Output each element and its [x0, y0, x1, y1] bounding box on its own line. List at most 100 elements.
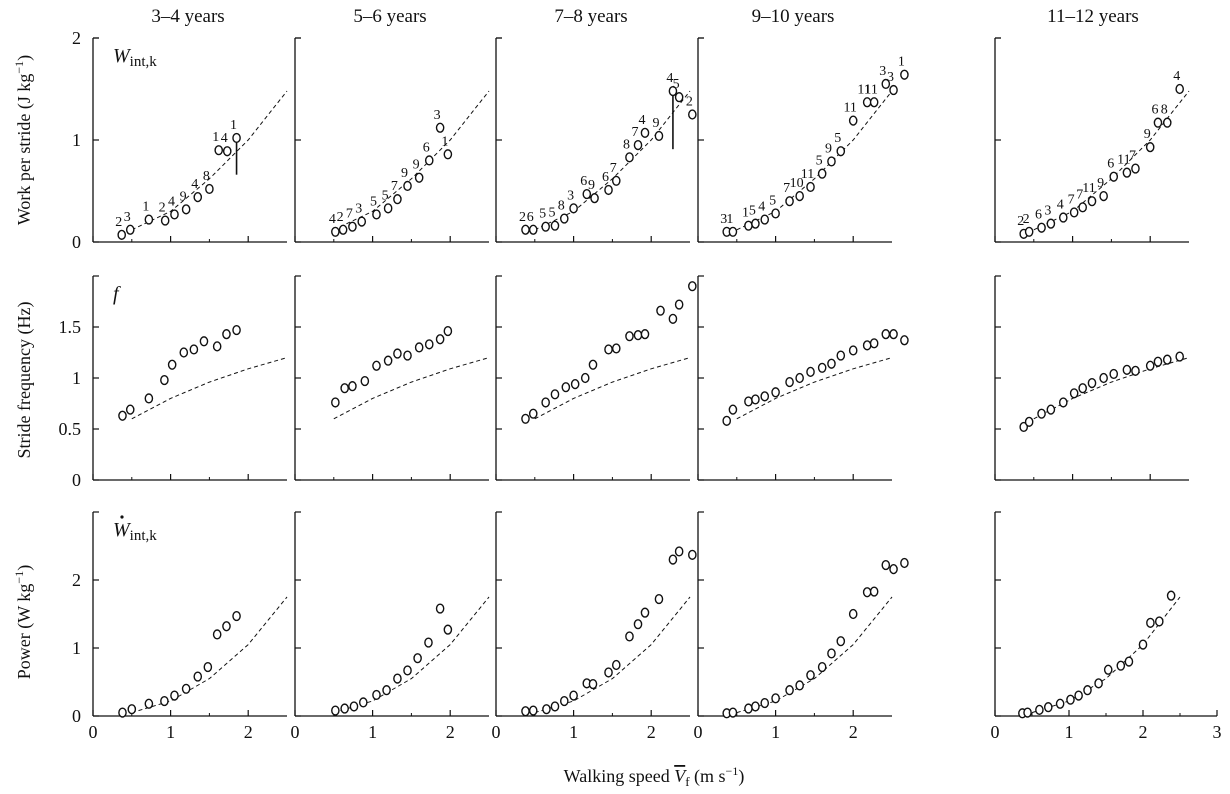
reference-curve — [534, 596, 691, 714]
data-point — [570, 379, 580, 390]
point-label: 7 — [346, 207, 353, 222]
reference-curve — [736, 596, 893, 714]
data-point — [611, 175, 621, 186]
data-point — [212, 341, 222, 352]
data-point — [582, 188, 592, 200]
data-point — [1122, 167, 1132, 178]
data-point — [528, 705, 538, 716]
data-point — [199, 336, 209, 347]
data-point — [795, 191, 804, 202]
point-label: 1 — [142, 200, 149, 215]
point-label: 3 — [720, 212, 727, 227]
data-point — [827, 648, 836, 659]
data-point — [372, 689, 381, 701]
point-label: 2 — [115, 215, 122, 230]
data-point — [170, 209, 179, 220]
point-label: 4 — [168, 194, 175, 209]
data-point — [222, 329, 231, 340]
point-label: 9 — [413, 158, 420, 173]
data-point — [1043, 702, 1053, 713]
point-label: 7 — [783, 181, 790, 196]
data-point — [414, 342, 424, 353]
panel-label: Wint,k — [113, 45, 157, 70]
point-label: 4 — [758, 200, 765, 215]
point-label: 2 — [337, 210, 344, 225]
data-point — [751, 701, 760, 712]
data-point — [559, 213, 569, 224]
point-label: 6 — [1107, 157, 1114, 172]
data-point — [358, 697, 368, 708]
panel: 0 0.5 1 1.5 f — [59, 275, 288, 490]
data-point — [413, 653, 422, 664]
data-point — [541, 397, 550, 408]
data-point — [144, 393, 154, 404]
data-point — [785, 376, 794, 388]
data-point — [167, 359, 177, 370]
panel — [294, 275, 490, 481]
panel: 0 1 2 — [694, 511, 909, 742]
data-point — [1145, 360, 1155, 371]
point-label: 4 — [638, 113, 645, 128]
data-point — [1099, 191, 1108, 202]
data-point — [744, 703, 753, 714]
column-title: 7–8 years — [554, 6, 627, 27]
data-point — [1046, 218, 1056, 229]
data-point — [1153, 356, 1163, 367]
x-tick-label: 1 — [771, 722, 780, 742]
data-point — [1037, 222, 1046, 233]
point-label: 6 — [423, 140, 430, 155]
data-point — [688, 281, 697, 292]
data-point — [1035, 704, 1044, 715]
panels-layer: 3–4 years 5–6 years 7–8 years 9–10 years 11–… — [59, 6, 1222, 742]
data-point — [521, 413, 530, 424]
panel-label-sub: int,k — [130, 528, 158, 544]
data-point — [668, 85, 678, 97]
x-axis-label-main: Walking speed — [564, 766, 675, 786]
point-label: 9 — [401, 166, 408, 181]
point-label: 9 — [825, 141, 832, 156]
point-label: 5 — [673, 77, 680, 92]
data-point — [181, 204, 191, 215]
data-point — [674, 546, 684, 557]
data-point — [827, 156, 836, 167]
point-label: 1 — [898, 55, 905, 70]
row-label-power: Power (W kg−1) — [12, 565, 35, 679]
data-point — [443, 149, 453, 160]
data-point — [640, 329, 650, 340]
data-point — [393, 348, 402, 359]
data-point — [435, 603, 445, 614]
data-point — [348, 381, 357, 392]
data-point — [1066, 694, 1075, 705]
x-axis-label: Walking speed Vf (m s−1) — [564, 764, 745, 789]
point-label: 5 — [539, 207, 546, 222]
point-label: 5 — [749, 204, 756, 219]
data-point — [181, 683, 191, 694]
data-point — [881, 329, 891, 340]
panel — [994, 275, 1190, 481]
data-point — [1094, 678, 1103, 689]
data-point — [1078, 202, 1087, 213]
data-point — [117, 229, 127, 240]
point-label: 2 — [1023, 212, 1030, 227]
data-point — [1109, 368, 1119, 380]
data-point — [372, 360, 381, 371]
y-tick-label: 1 — [72, 638, 81, 658]
point-label: 11 — [1117, 153, 1130, 168]
x-axis-label-symbol: V — [674, 766, 687, 786]
data-point — [1138, 639, 1148, 650]
data-point — [360, 375, 370, 387]
data-point — [1162, 354, 1172, 365]
data-point — [1078, 383, 1087, 394]
point-label: 5 — [548, 206, 555, 221]
x-tick-label: 0 — [89, 722, 98, 742]
data-point — [1146, 617, 1155, 628]
x-tick-label: 1 — [1065, 722, 1074, 742]
x-tick-label: 3 — [1213, 722, 1222, 742]
data-point — [889, 564, 898, 575]
panel — [495, 275, 697, 481]
data-point — [203, 661, 213, 673]
data-point — [1058, 212, 1068, 223]
panel: 0 1 2 3 — [991, 511, 1222, 742]
